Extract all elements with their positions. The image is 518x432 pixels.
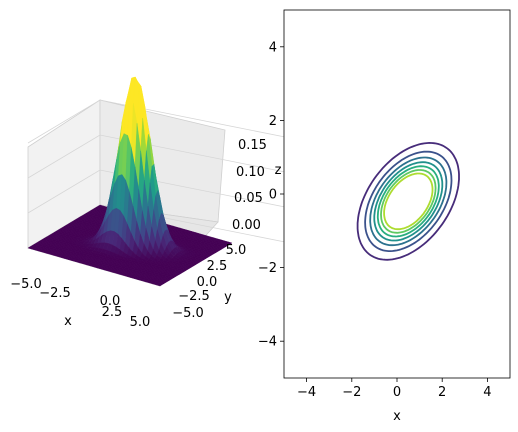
surface-3d-chart: −5.0 −2.5 0.0 2.5 5.0 −5.0 −2.5 0.0 2.5 … [10,76,291,330]
x-tick-label: 2 [438,385,446,400]
x-tick-label: 0.0 [100,294,121,309]
x-tick-label: −5.0 [10,277,42,292]
contour-level [376,165,440,238]
z-gridline [27,169,291,214]
z-tick-label: 0.00 [232,218,261,233]
contour-level [369,156,448,247]
x-tick-label: 4 [483,385,491,400]
plot-area [283,9,511,379]
contour-level [373,161,444,242]
contour-level [364,150,453,253]
x-tick-label: 5.0 [130,315,151,330]
y-tick-label: −2 [258,261,277,276]
y-tick-label: 5.0 [226,243,247,258]
y-tick-label: 4 [269,40,277,55]
x-axis-label: x [393,409,401,424]
y-tick-label: 2.5 [207,259,228,274]
z-gridline [27,99,291,144]
z-gridline [27,134,291,179]
z-tick-label: 0.05 [234,191,263,206]
ticks-3d: −5.0 −2.5 0.0 2.5 5.0 −5.0 −2.5 0.0 2.5 … [10,138,267,330]
surface-facet [155,283,163,287]
y-axis-label: y [224,290,232,305]
contour-level [383,172,434,231]
contour-level [380,169,437,234]
contour-level [356,141,460,261]
z-tick-label: 0.15 [238,138,267,153]
x-tick-label: 0 [393,385,401,400]
contour-lines [356,141,460,261]
y-tick-label: 2 [269,114,277,129]
x-tick-label: −2 [342,385,361,400]
x-tick-label: 2.5 [102,305,123,320]
z-tick-label: 0.10 [236,165,265,180]
contour-ticks: −4 −4 −2 −2 0 0 2 2 4 4 [258,40,492,400]
contour-chart: −4 −4 −2 −2 0 0 2 2 4 4 x [258,9,511,424]
y-tick-label: −4 [258,335,277,350]
x-tick-label: −2.5 [39,286,71,301]
y-tick-label: −2.5 [178,289,210,304]
x-axis-label: x [64,314,72,329]
z-axis-label: z [275,163,282,178]
y-tick-label: 0.0 [197,275,218,290]
y-tick-label: 0 [269,188,277,203]
y-tick-label: −5.0 [172,306,204,321]
surface [27,76,233,287]
x-tick-label: −4 [297,385,316,400]
